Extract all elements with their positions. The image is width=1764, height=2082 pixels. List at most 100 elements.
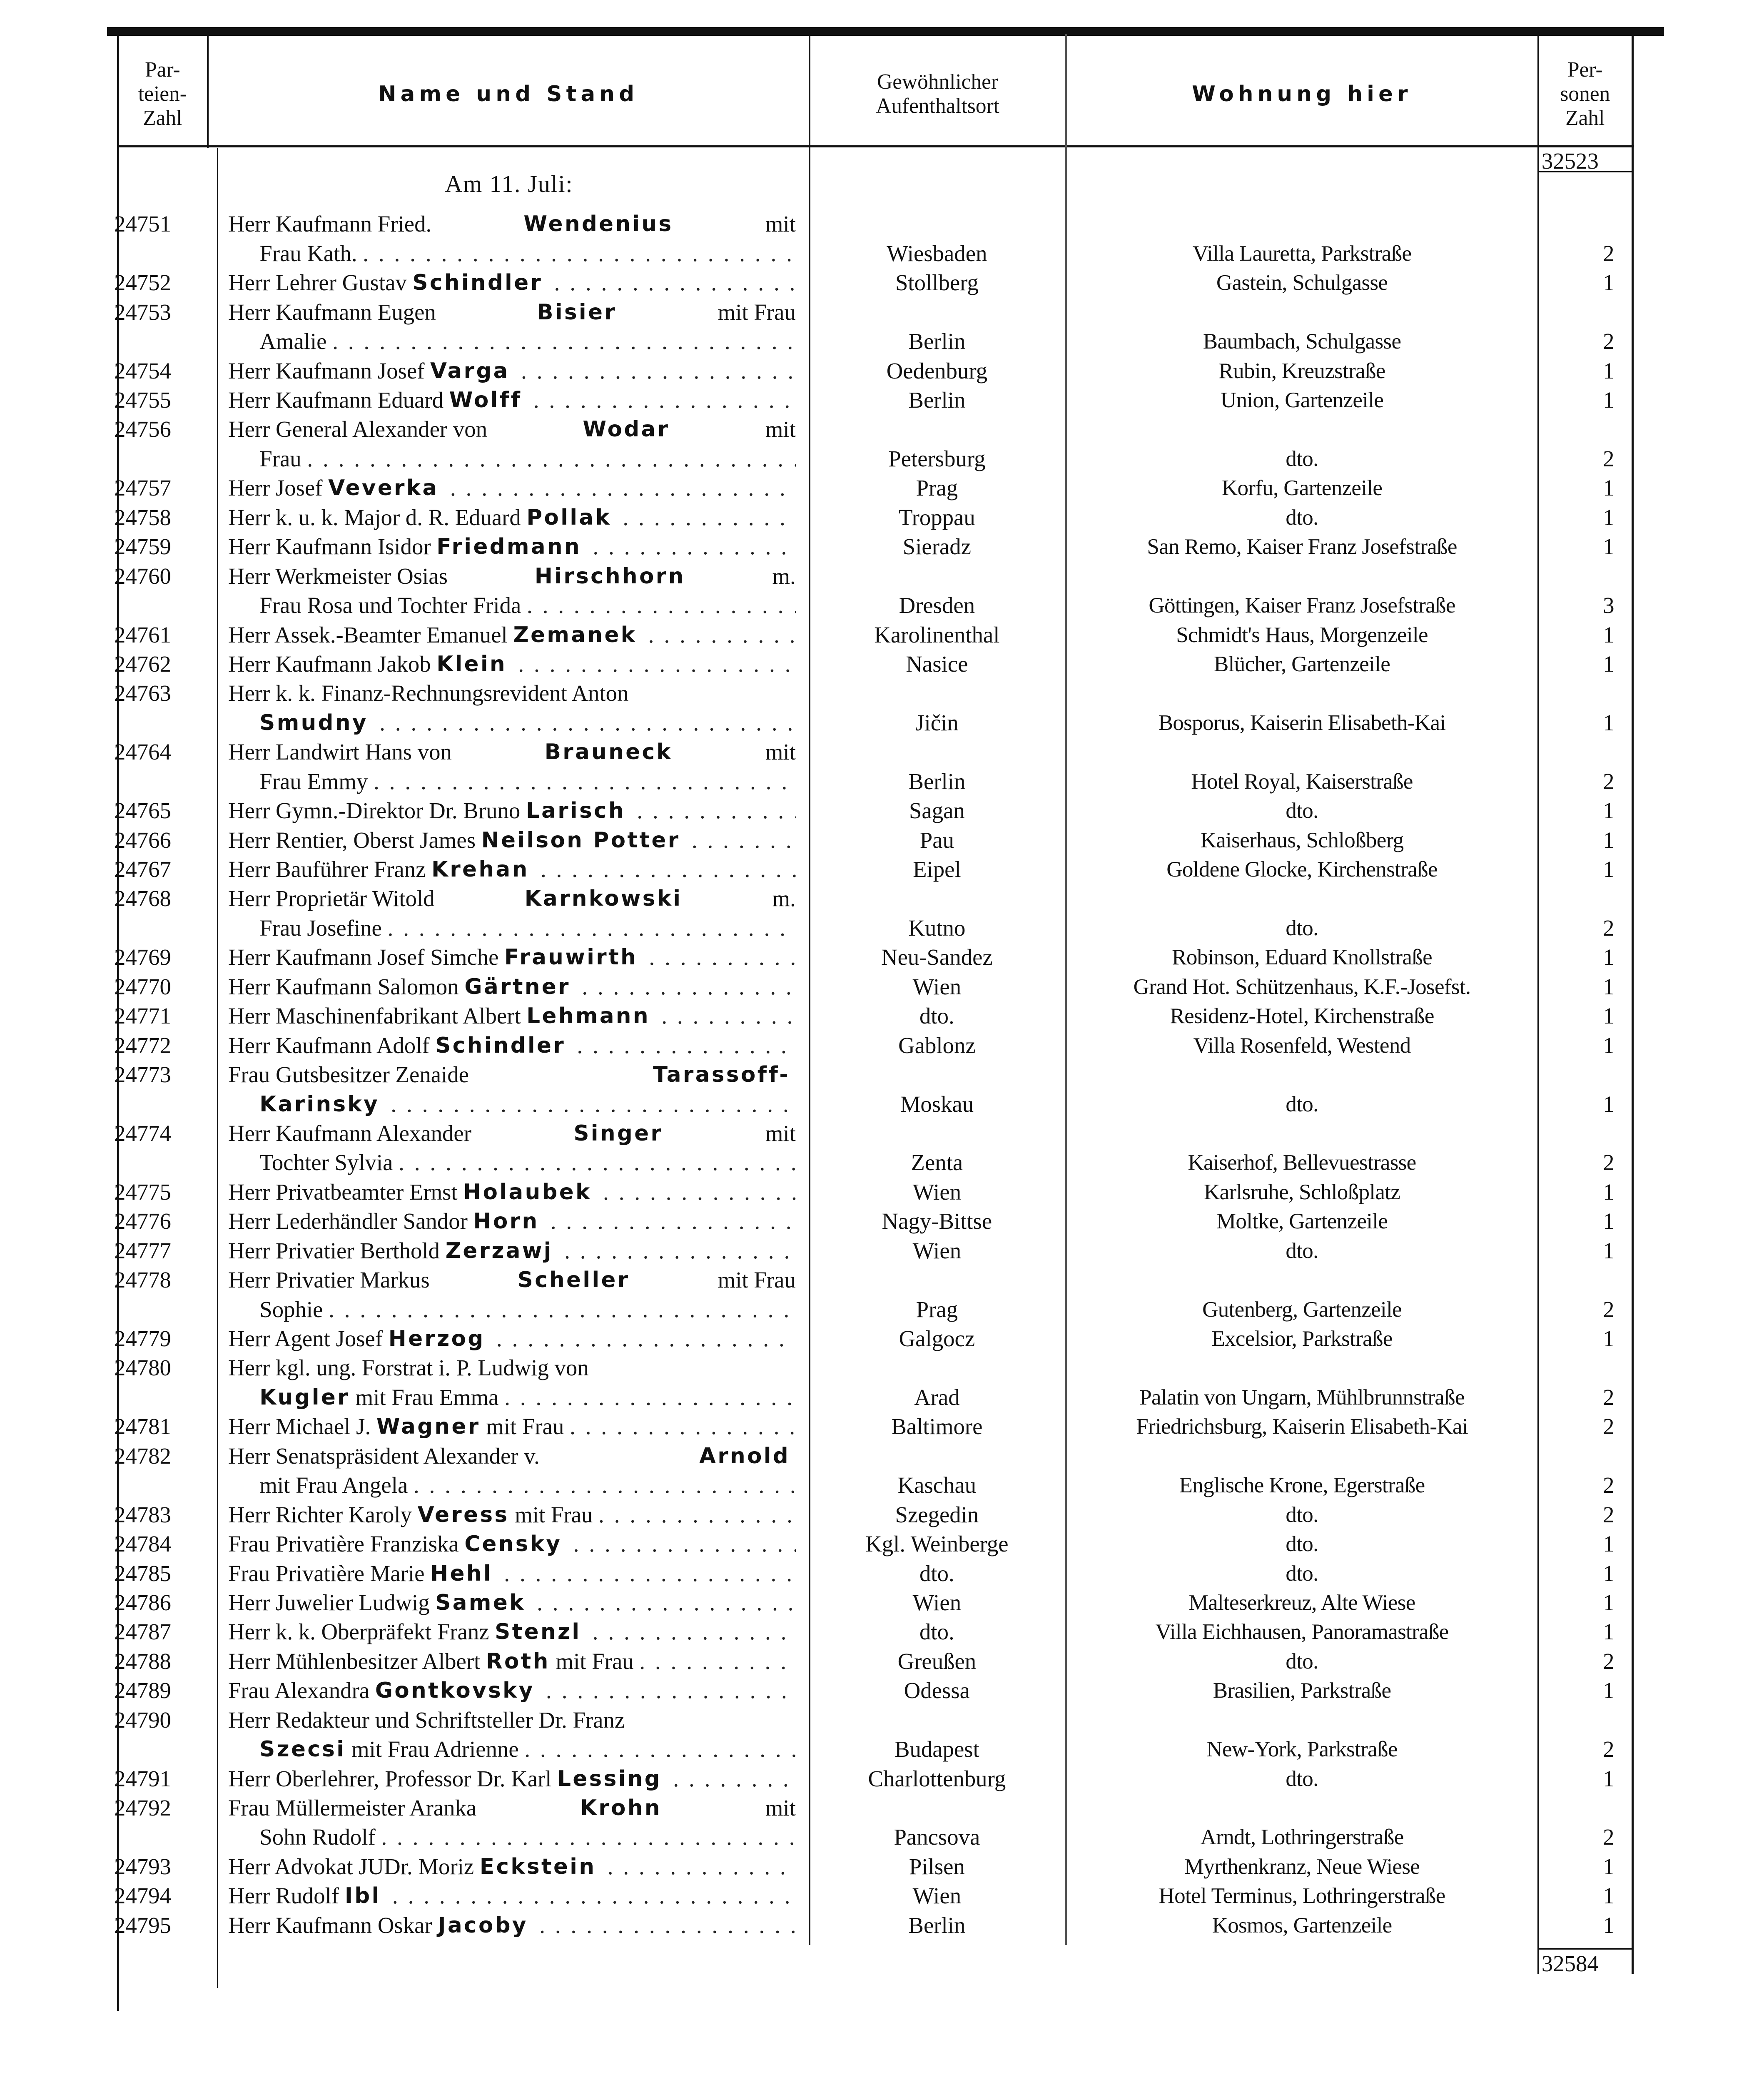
surname: Herzog — [388, 1326, 485, 1352]
col-divider-number-body — [217, 148, 218, 1988]
header-number: Par- teien- Zahl — [118, 43, 207, 146]
surname: Pollak — [526, 505, 612, 530]
surname: Hehl — [430, 1561, 493, 1586]
header-name: Name und Stand — [208, 43, 809, 146]
usual-residence: Gablonz — [898, 1032, 976, 1058]
lodging-here: dto. — [1286, 1532, 1318, 1557]
header-text: Per- — [1567, 57, 1603, 82]
entry-line: Frau....................................… — [0, 444, 1764, 473]
lodging-here: Gutenberg, Gartenzeile — [1202, 1297, 1402, 1322]
name-text: Herr Kaufmann Fried. — [228, 211, 432, 237]
header-text: Gewöhnlicher — [877, 70, 999, 94]
lodging-here: dto. — [1286, 446, 1318, 471]
lodging-here: dto. — [1286, 1766, 1318, 1791]
name-and-status: Herr Privatier Markus Scheller mit Frau — [228, 1265, 796, 1295]
table-row: 24776 Herr Lederhändler Sandor Horn.......… — [0, 1207, 1764, 1236]
table-row: 24789 Frau Alexandra Gontkovsky...........… — [0, 1676, 1764, 1705]
usual-residence: Szegedin — [895, 1502, 979, 1527]
surname: Szecsi — [259, 1737, 346, 1762]
name-and-status: Herr Agent Josef Herzog..................… — [228, 1324, 796, 1353]
name-text: Herr Josef — [228, 475, 323, 501]
lodging-here: Baumbach, Schulgasse — [1203, 329, 1401, 354]
dot-leader: ........................................… — [307, 446, 796, 471]
name-and-status: Herr Rudolf Ibl..........................… — [228, 1881, 796, 1910]
table-row: 24758 Herr k. u. k. Major d. R. Eduard Pol… — [0, 503, 1764, 532]
party-number: 24794 — [114, 1883, 171, 1909]
entry-line: 24764 Herr Landwirt Hans von Brauneck mit — [0, 737, 1764, 767]
lodging-here: Karlsruhe, Schloßplatz — [1203, 1180, 1400, 1204]
lodging-here: Arndt, Lothringerstraße — [1200, 1825, 1404, 1850]
surname: Jacoby — [438, 1913, 528, 1938]
name-text: Frau Emmy — [259, 768, 368, 794]
name-and-status: Herr General Alexander von Wodar mit — [228, 415, 796, 444]
dot-leader: ........................................… — [637, 798, 795, 824]
entry-line: 24759 Herr Kaufmann Isidor Friedmann......… — [0, 532, 1764, 561]
person-count: 1 — [1603, 1678, 1615, 1703]
name-text: Herr Assek.-Beamter Emanuel — [228, 622, 508, 648]
party-number: 24754 — [114, 358, 171, 384]
name-text: Frau Müllermeister Aranka — [228, 1795, 477, 1821]
surname: Krohn — [580, 1796, 662, 1821]
party-number: 24759 — [114, 534, 171, 560]
usual-residence: dto. — [919, 1619, 954, 1645]
usual-residence: Wiesbaden — [887, 240, 987, 266]
party-number: 24776 — [114, 1208, 171, 1234]
surname: Scheller — [517, 1268, 630, 1293]
party-number: 24792 — [114, 1795, 171, 1821]
header-bottom-rule — [117, 145, 1634, 148]
usual-residence: Baltimore — [891, 1414, 983, 1439]
party-number: 24774 — [114, 1120, 171, 1146]
table-row: 24777 Herr Privatier Berthold Zerzawj.....… — [0, 1236, 1764, 1265]
party-number: 24757 — [114, 475, 171, 501]
entry-line: 24789 Frau Alexandra Gontkovsky...........… — [0, 1676, 1764, 1705]
surname: Horn — [473, 1209, 539, 1234]
party-number: 24765 — [114, 798, 171, 824]
table-row: 24784 Frau Privatière Franziska Censky....… — [0, 1529, 1764, 1559]
dot-leader: ........................................… — [392, 1883, 796, 1909]
lodging-here: Korfu, Gartenzeile — [1221, 476, 1383, 501]
party-number: 24755 — [114, 387, 171, 413]
usual-residence: Pau — [919, 827, 954, 853]
right-border — [1631, 34, 1634, 1974]
name-and-status: Herr k. k. Oberpräfekt Franz Stenzl......… — [228, 1617, 796, 1646]
table-row: 24764 Herr Landwirt Hans von Brauneck mit Fr… — [0, 737, 1764, 796]
entry-line: 24777 Herr Privatier Berthold Zerzawj.....… — [0, 1236, 1764, 1265]
header-residence: Wohnung hier — [1067, 43, 1537, 146]
lodging-here: Grand Hot. Schützenhaus, K.F.-Josefst. — [1133, 974, 1471, 999]
surname: Wendenius — [523, 212, 673, 237]
header-text: Name und Stand — [378, 81, 639, 107]
usual-residence: Troppau — [899, 504, 975, 530]
surname: Veverka — [328, 476, 439, 501]
party-number: 24752 — [114, 270, 171, 296]
party-number: 24766 — [114, 827, 171, 853]
name-text: Herr Kaufmann Alexander — [228, 1120, 471, 1146]
name-and-status: Frau Josefine...........................… — [259, 914, 796, 943]
entry-line: 24782 Herr Senatspräsident Alexander v. Ar… — [0, 1442, 1764, 1471]
person-count: 1 — [1603, 1766, 1615, 1791]
name-text: Herr Kaufmann Josef Simche — [228, 944, 499, 970]
person-count: 2 — [1603, 329, 1615, 354]
name-text: Frau Gutsbesitzer Zenaide — [228, 1062, 469, 1088]
name-and-status: Herr Kaufmann Oskar Jacoby...............… — [228, 1911, 796, 1940]
lodging-here: Hotel Terminus, Lothringerstraße — [1159, 1884, 1446, 1908]
name-and-status: Szecsi mit Frau Adrienne.................… — [259, 1735, 796, 1764]
name-text: Herr Privatier Markus — [228, 1267, 430, 1293]
usual-residence: Wien — [912, 1589, 962, 1615]
party-number: 24777 — [114, 1238, 171, 1263]
name-and-status: Herr Lehrer Gustav Schindler.............… — [228, 268, 796, 297]
table-row: 24768 Herr Proprietär Witold Karnkowski m. F… — [0, 884, 1764, 943]
carried-total: 32523 — [1541, 148, 1599, 174]
person-count: 1 — [1603, 1883, 1615, 1909]
dot-leader: ........................................… — [550, 1208, 796, 1234]
person-count: 1 — [1603, 1853, 1615, 1879]
party-number: 24779 — [114, 1326, 171, 1352]
dot-leader: ........................................… — [593, 534, 796, 560]
table-row: 24773 Frau Gutsbesitzer Zenaide Tarassoff-… — [0, 1060, 1764, 1119]
dot-leader: ........................................… — [379, 710, 796, 735]
table-row: 24761 Herr Assek.-Beamter Emanuel Zemanek.… — [0, 620, 1764, 650]
lodging-here: dto. — [1286, 1238, 1318, 1263]
dot-leader: ........................................… — [661, 1003, 796, 1029]
name-text: Amalie — [259, 329, 327, 354]
